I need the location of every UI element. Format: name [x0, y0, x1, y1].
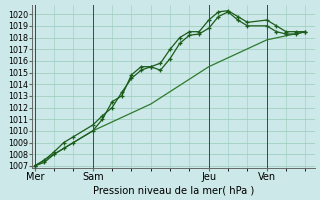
X-axis label: Pression niveau de la mer( hPa ): Pression niveau de la mer( hPa ) — [93, 185, 254, 195]
